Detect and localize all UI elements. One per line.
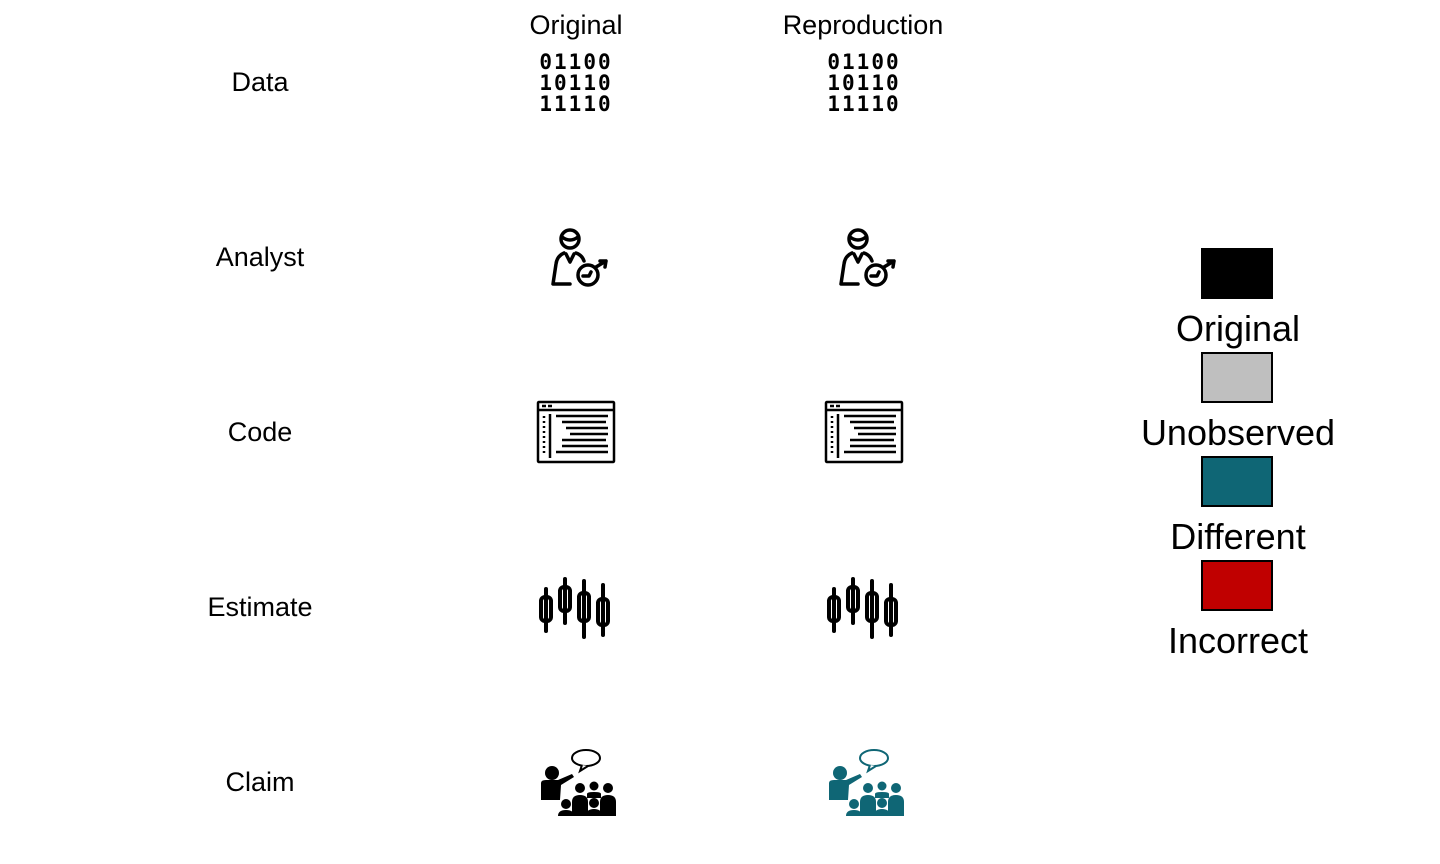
row-label-claim: Claim (225, 767, 295, 797)
binary-data-icon: 01100 10110 11110 (539, 49, 613, 116)
code-window-icon (824, 400, 904, 464)
binary-line: 01100 (827, 49, 901, 74)
binary-line: 10110 (539, 70, 613, 95)
claim-original-cell (526, 742, 626, 822)
row-label-data: Data (231, 67, 289, 97)
legend-swatch (1201, 456, 1273, 507)
analyst-icon (551, 228, 608, 287)
row-label-estimate: Estimate (207, 592, 313, 622)
column-header-reproduction: Reproduction (782, 10, 944, 40)
binary-line: 11110 (539, 91, 613, 116)
binary-data-icon: 01100 10110 11110 (827, 49, 901, 116)
code-reproduction-cell (814, 392, 914, 472)
legend-swatch (1201, 352, 1273, 403)
code-original-cell (526, 392, 626, 472)
estimate-reproduction-cell (814, 567, 914, 647)
legend-label: Incorrect (1167, 620, 1309, 661)
estimate-original-cell (526, 567, 626, 647)
legend-label: Unobserved (1140, 412, 1336, 453)
candlestick-chart-icon (827, 577, 898, 639)
legend-swatch (1201, 560, 1273, 611)
presenter-audience-icon (829, 749, 904, 816)
legend-swatch (1201, 248, 1273, 299)
analyst-reproduction-cell (814, 218, 914, 298)
row-label-analyst: Analyst (215, 242, 305, 272)
legend-label: Original (1175, 308, 1301, 349)
code-window-icon (536, 400, 616, 464)
candlestick-chart-icon (539, 577, 610, 639)
legend-label: Different (1170, 516, 1306, 557)
binary-line: 11110 (827, 91, 901, 116)
data-original-cell: 01100 10110 11110 (526, 43, 626, 123)
analyst-original-cell (526, 218, 626, 298)
column-header-original: Original (529, 10, 623, 40)
claim-reproduction-cell (814, 742, 914, 822)
binary-line: 10110 (827, 70, 901, 95)
data-reproduction-cell: 01100 10110 11110 (814, 43, 914, 123)
analyst-icon (839, 228, 896, 287)
binary-line: 01100 (539, 49, 613, 74)
presenter-audience-icon (541, 749, 616, 816)
row-label-code: Code (227, 417, 293, 447)
